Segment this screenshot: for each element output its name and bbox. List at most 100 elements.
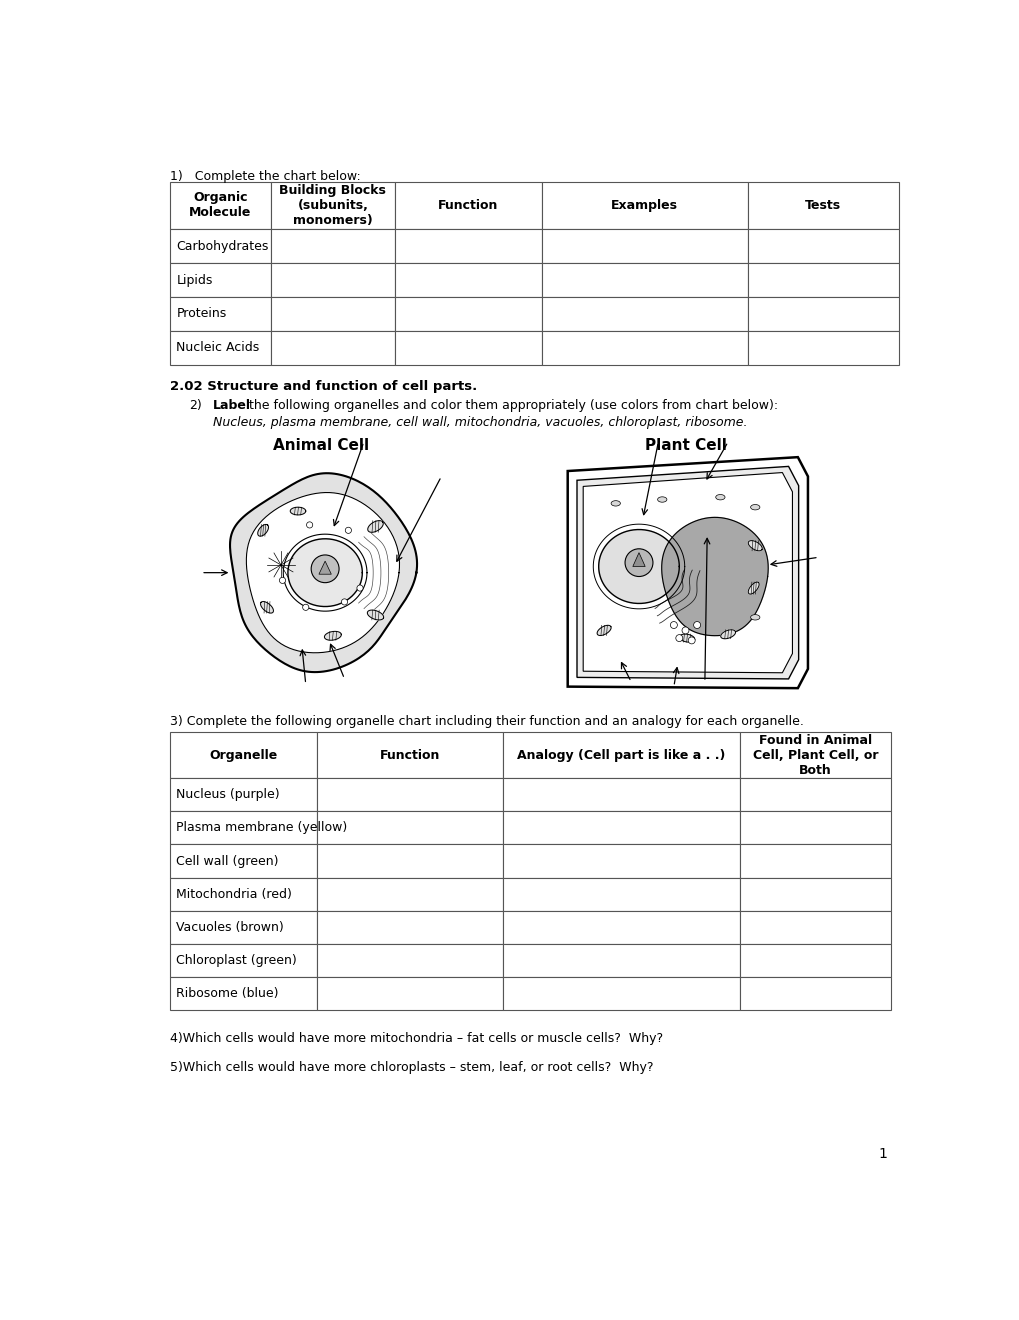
Polygon shape — [632, 553, 645, 566]
Ellipse shape — [715, 495, 725, 500]
Polygon shape — [290, 507, 306, 515]
Circle shape — [682, 627, 688, 634]
Polygon shape — [577, 466, 798, 678]
Bar — [170, 878, 317, 911]
Polygon shape — [583, 473, 792, 673]
Polygon shape — [748, 541, 761, 550]
Circle shape — [693, 622, 700, 628]
Text: Found in Animal
Cell, Plant Cell, or
Both: Found in Animal Cell, Plant Cell, or Bot… — [752, 734, 877, 776]
Bar — [317, 878, 503, 911]
Text: Tests: Tests — [804, 199, 841, 213]
Bar — [739, 944, 890, 977]
Text: 5)Which cells would have more chloroplasts – stem, leaf, or root cells?  Why?: 5)Which cells would have more chloroplas… — [170, 1061, 653, 1074]
Bar — [317, 845, 503, 878]
Bar — [394, 230, 541, 263]
Polygon shape — [367, 610, 383, 620]
Text: Label: Label — [213, 400, 251, 412]
Text: Nucleus (purple): Nucleus (purple) — [176, 788, 279, 801]
Bar — [747, 181, 898, 230]
Bar — [317, 911, 503, 944]
Polygon shape — [287, 539, 362, 606]
Text: Animal Cell: Animal Cell — [273, 438, 369, 453]
Bar — [170, 977, 317, 1010]
Bar — [170, 263, 271, 297]
Circle shape — [311, 554, 338, 582]
Bar — [747, 230, 898, 263]
Text: Ribosome (blue): Ribosome (blue) — [176, 987, 278, 1001]
Bar — [170, 944, 317, 977]
Bar — [170, 230, 271, 263]
Bar — [739, 878, 890, 911]
Bar — [739, 845, 890, 878]
Bar — [394, 297, 541, 331]
Bar — [541, 331, 747, 364]
Circle shape — [307, 521, 313, 528]
Polygon shape — [720, 630, 735, 639]
Circle shape — [625, 549, 652, 577]
Bar — [503, 977, 739, 1010]
Bar — [541, 230, 747, 263]
Polygon shape — [324, 631, 341, 640]
Bar — [503, 944, 739, 977]
Bar — [317, 977, 503, 1010]
Text: Plasma membrane (yellow): Plasma membrane (yellow) — [176, 821, 347, 834]
Bar — [739, 733, 890, 779]
Bar — [170, 845, 317, 878]
Text: Cell wall (green): Cell wall (green) — [176, 854, 278, 867]
Bar — [503, 878, 739, 911]
Bar — [503, 911, 739, 944]
Text: Nucleus, plasma membrane, cell wall, mitochondria, vacuoles, chloroplast, riboso: Nucleus, plasma membrane, cell wall, mit… — [213, 416, 747, 429]
Bar — [394, 181, 541, 230]
Bar — [541, 181, 747, 230]
Bar — [170, 181, 271, 230]
Bar — [394, 331, 541, 364]
Bar — [739, 779, 890, 812]
Bar — [747, 297, 898, 331]
Text: Nucleic Acids: Nucleic Acids — [176, 342, 259, 354]
Text: the following organelles and color them appropriately (use colors from chart bel: the following organelles and color them … — [249, 400, 777, 412]
Polygon shape — [661, 517, 767, 636]
Ellipse shape — [750, 615, 759, 620]
Bar — [739, 812, 890, 845]
Text: 4)Which cells would have more mitochondria – fat cells or muscle cells?  Why?: 4)Which cells would have more mitochondr… — [170, 1031, 662, 1044]
Text: Analogy (Cell part is like a . .): Analogy (Cell part is like a . .) — [517, 748, 726, 762]
Bar — [394, 263, 541, 297]
Polygon shape — [679, 634, 694, 642]
Polygon shape — [368, 520, 383, 532]
Bar — [170, 812, 317, 845]
Bar — [170, 297, 271, 331]
Polygon shape — [230, 473, 417, 672]
Bar — [317, 944, 503, 977]
Polygon shape — [319, 561, 331, 574]
Polygon shape — [258, 524, 268, 536]
Ellipse shape — [750, 504, 759, 510]
Text: Organic
Molecule: Organic Molecule — [190, 191, 252, 219]
Bar — [271, 297, 394, 331]
Text: Lipids: Lipids — [176, 273, 213, 286]
Text: 1: 1 — [877, 1147, 887, 1162]
Bar — [541, 263, 747, 297]
Text: 3) Complete the following organelle chart including their function and an analog: 3) Complete the following organelle char… — [170, 715, 803, 729]
Bar — [317, 733, 503, 779]
Circle shape — [345, 527, 352, 533]
Text: Mitochondria (red): Mitochondria (red) — [176, 887, 291, 900]
Bar — [170, 911, 317, 944]
Ellipse shape — [657, 496, 666, 502]
Polygon shape — [568, 457, 807, 688]
Bar — [503, 733, 739, 779]
Bar — [739, 977, 890, 1010]
Bar — [739, 911, 890, 944]
Ellipse shape — [610, 500, 620, 506]
Bar — [271, 181, 394, 230]
Bar — [271, 263, 394, 297]
Polygon shape — [596, 626, 610, 635]
Text: Plant Cell: Plant Cell — [644, 438, 726, 453]
Bar — [747, 263, 898, 297]
Bar — [503, 845, 739, 878]
Bar — [503, 779, 739, 812]
Bar — [317, 812, 503, 845]
Text: Chloroplast (green): Chloroplast (green) — [176, 954, 297, 966]
Text: Vacuoles (brown): Vacuoles (brown) — [176, 921, 284, 933]
Bar — [170, 779, 317, 812]
Text: Organelle: Organelle — [210, 748, 277, 762]
